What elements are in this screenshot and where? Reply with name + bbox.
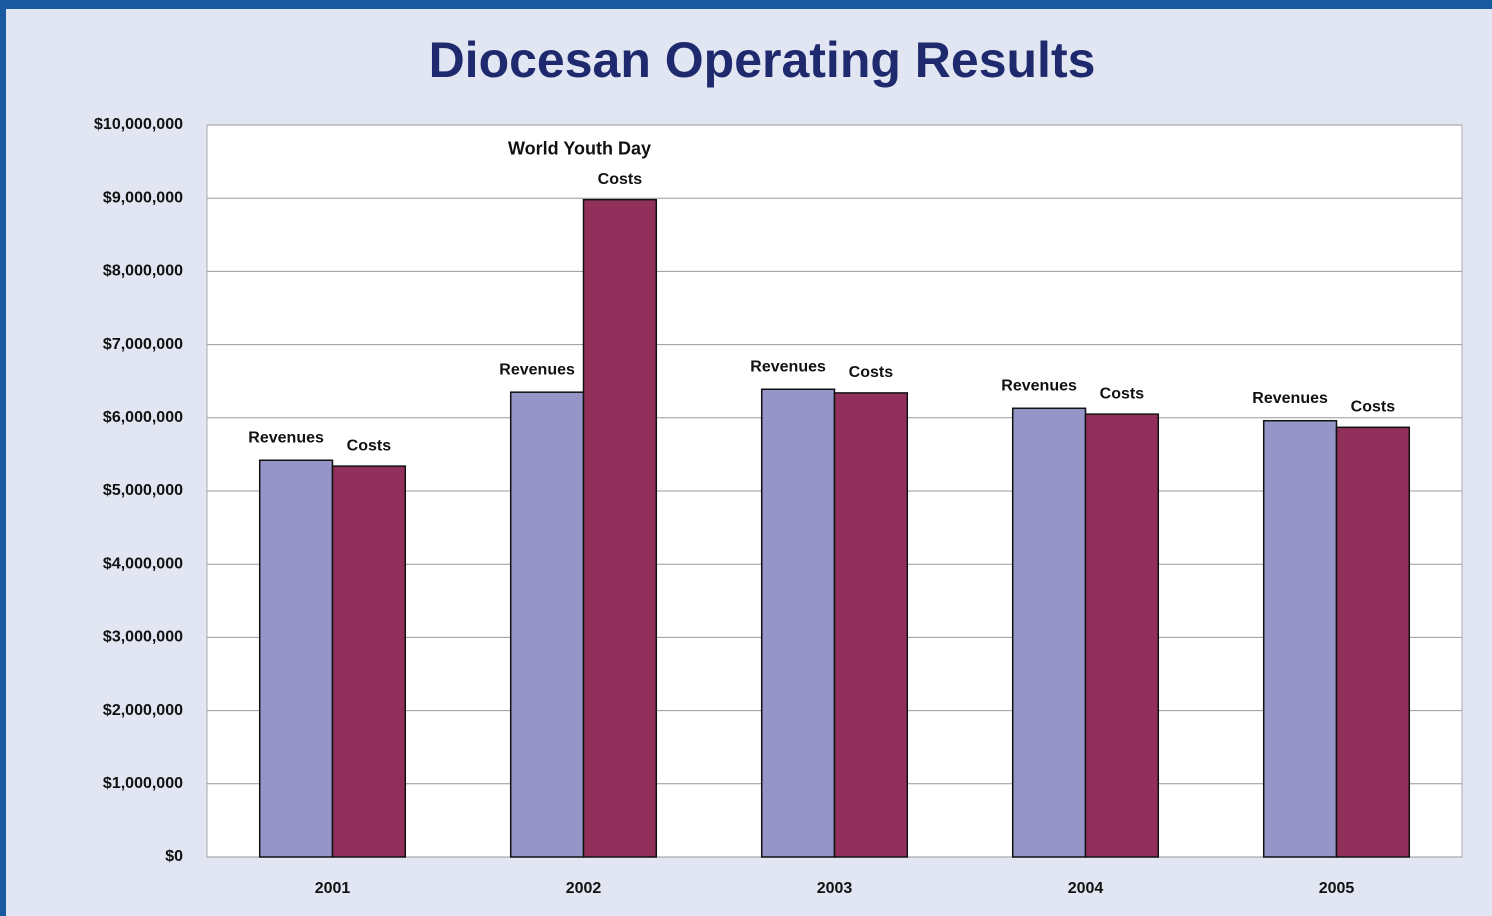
- top-border: [0, 0, 1492, 9]
- x-tick-label: 2002: [566, 880, 602, 897]
- left-border: [0, 0, 6, 916]
- series-label: Revenues: [248, 429, 324, 446]
- bar: [1084, 413, 1160, 858]
- bar: [760, 388, 836, 858]
- series-label: Costs: [849, 364, 894, 381]
- series-label: Revenues: [499, 361, 575, 378]
- series-label: Revenues: [750, 358, 826, 375]
- y-tick-label: $5,000,000: [103, 482, 183, 499]
- series-label: Costs: [347, 437, 392, 454]
- bar: [331, 465, 407, 858]
- bar: [258, 459, 334, 858]
- x-tick-label: 2001: [315, 880, 351, 897]
- series-label: Revenues: [1252, 390, 1328, 407]
- annotation: World Youth Day: [508, 138, 651, 158]
- y-tick-label: $8,000,000: [103, 263, 183, 280]
- y-tick-label: $6,000,000: [103, 409, 183, 426]
- x-tick-label: 2004: [1068, 880, 1104, 897]
- x-tick-label: 2003: [817, 880, 853, 897]
- y-tick-label: $0: [165, 848, 183, 865]
- bar: [1262, 419, 1338, 858]
- series-label: Revenues: [1001, 378, 1077, 395]
- y-tick-label: $7,000,000: [103, 336, 183, 353]
- bar: [1011, 407, 1087, 858]
- chart-title: Diocesan Operating Results: [429, 32, 1096, 88]
- y-tick-label: $9,000,000: [103, 189, 183, 206]
- x-tick-label: 2005: [1319, 880, 1355, 897]
- y-tick-label: $4,000,000: [103, 555, 183, 572]
- y-tick-label: $1,000,000: [103, 775, 183, 792]
- series-label: Costs: [1100, 385, 1145, 402]
- y-tick-label: $10,000,000: [94, 116, 183, 133]
- bar: [582, 198, 658, 858]
- bar: [1335, 426, 1411, 858]
- bar: [833, 392, 909, 858]
- bar: [509, 391, 585, 858]
- y-tick-label: $2,000,000: [103, 702, 183, 719]
- series-label: Costs: [1351, 399, 1396, 416]
- y-tick-label: $3,000,000: [103, 629, 183, 646]
- series-label: Costs: [598, 171, 643, 188]
